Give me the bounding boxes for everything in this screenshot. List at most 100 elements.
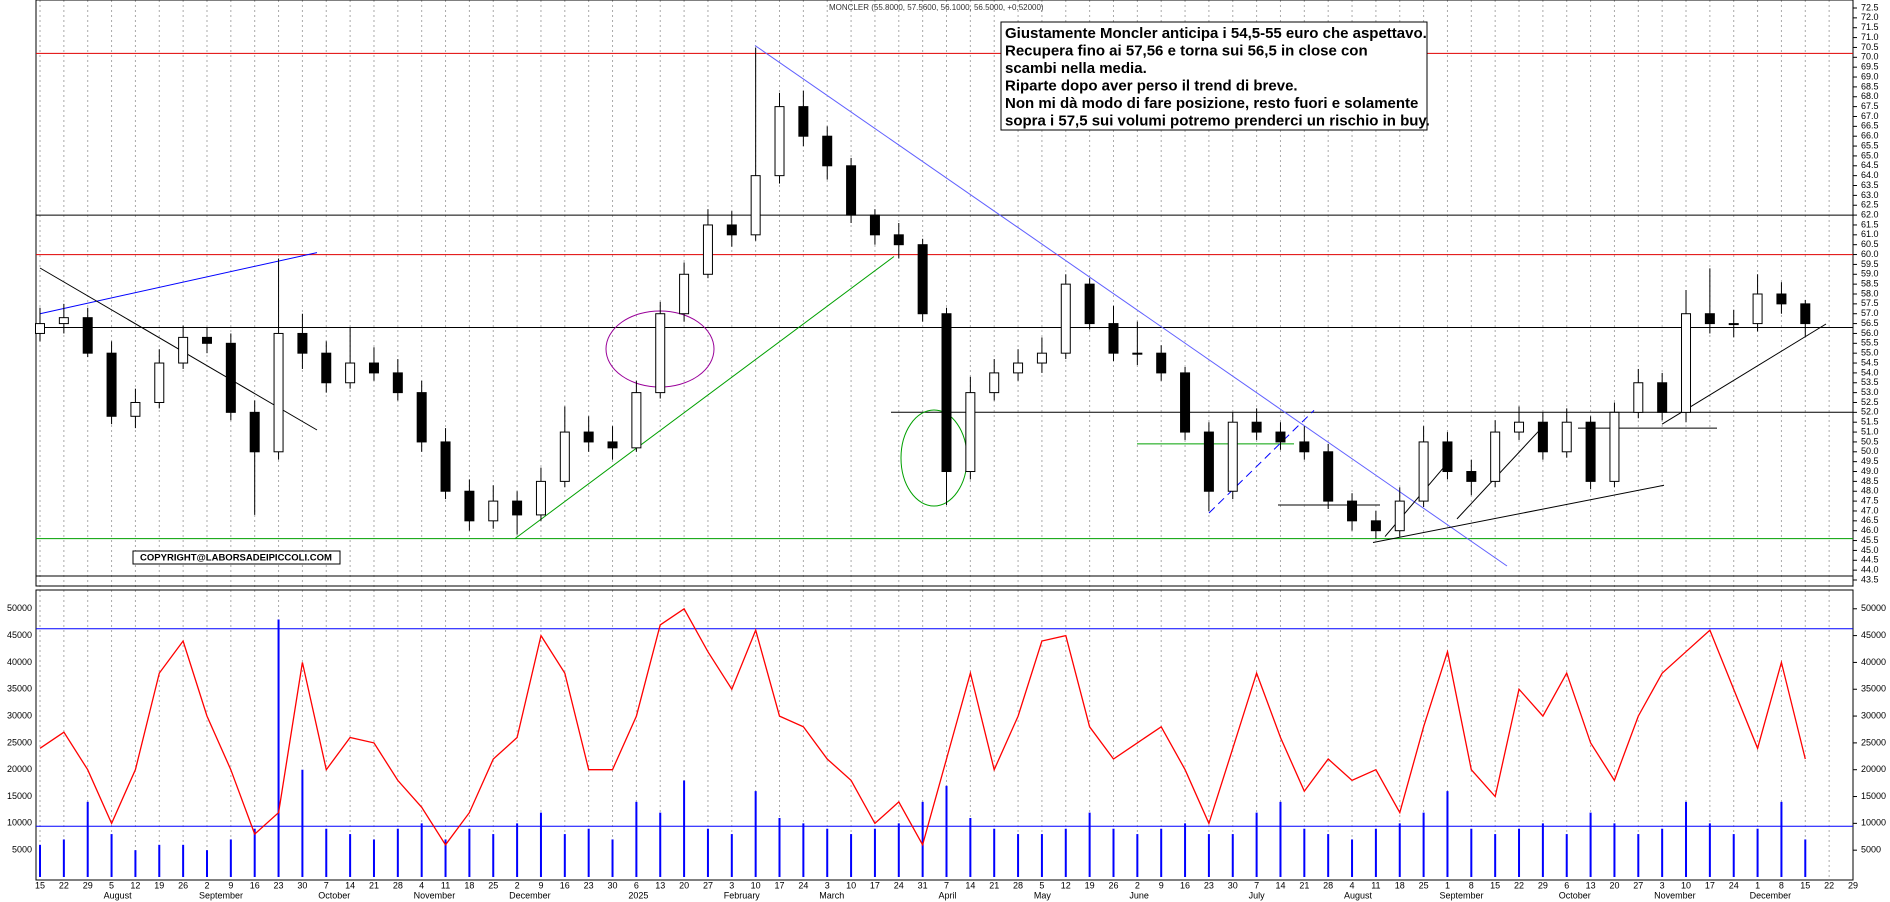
candle-body bbox=[82, 317, 93, 354]
annotation-line: Recupera fino ai 57,56 e torna sui 56,5 … bbox=[1005, 43, 1368, 60]
candle-body bbox=[1275, 431, 1286, 443]
trend-line bbox=[1456, 421, 1548, 520]
y-tick-label: 65.5 bbox=[1861, 140, 1879, 150]
month-label: October bbox=[318, 890, 350, 900]
y-tick-label: 10000 bbox=[7, 818, 32, 828]
y-tick-label: 70.0 bbox=[1861, 52, 1879, 62]
y-tick-label: 60.5 bbox=[1861, 239, 1879, 249]
y-tick-label: 5000 bbox=[12, 845, 32, 855]
candle-body bbox=[702, 224, 713, 275]
y-tick-label: 25000 bbox=[1861, 737, 1886, 747]
y-tick-label: 50.0 bbox=[1861, 446, 1879, 456]
candle-body bbox=[1132, 352, 1143, 355]
x-tick-label: 28 bbox=[1323, 880, 1333, 890]
candle-body bbox=[1108, 323, 1119, 354]
y-tick-label: 50000 bbox=[7, 603, 32, 613]
x-tick-label: 28 bbox=[1013, 880, 1023, 890]
candle-body bbox=[1418, 441, 1429, 502]
y-tick-label: 46.0 bbox=[1861, 525, 1879, 535]
x-tick-label: 11 bbox=[441, 880, 450, 890]
trend-line bbox=[39, 252, 318, 315]
y-tick-label: 62.0 bbox=[1861, 209, 1879, 219]
y-tick-label: 68.5 bbox=[1861, 81, 1879, 91]
y-tick-label: 54.0 bbox=[1861, 367, 1879, 377]
y-tick-label: 67.0 bbox=[1861, 111, 1879, 121]
annotation-line: scambi nella media. bbox=[1005, 60, 1147, 77]
y-tick-label: 57.5 bbox=[1861, 298, 1879, 308]
candle-body bbox=[1442, 441, 1453, 473]
y-tick-label: 71.5 bbox=[1861, 22, 1879, 32]
x-tick-label: 14 bbox=[345, 880, 355, 890]
x-tick-label: 22 bbox=[1514, 880, 1524, 890]
marks bbox=[35, 47, 1811, 877]
x-tick-label: 25 bbox=[488, 880, 498, 890]
x-tick-label: 20 bbox=[679, 880, 689, 890]
candle-body bbox=[893, 234, 904, 246]
y-tick-label: 50.5 bbox=[1861, 436, 1879, 446]
annotation-line: Giustamente Moncler anticipa i 54,5-55 e… bbox=[1005, 25, 1427, 42]
candle-body bbox=[1681, 313, 1692, 413]
y-tick-label: 25000 bbox=[7, 737, 32, 747]
x-tick-label: 17 bbox=[870, 880, 880, 890]
y-tick-label: 48.5 bbox=[1861, 476, 1879, 486]
candle-body bbox=[201, 336, 212, 344]
candle-body bbox=[1728, 323, 1739, 326]
candle-body bbox=[1633, 382, 1644, 413]
candle-body bbox=[297, 332, 308, 354]
month-label: July bbox=[1249, 890, 1266, 900]
candle-body bbox=[1657, 382, 1668, 413]
y-tick-label: 61.0 bbox=[1861, 229, 1879, 239]
annotation-line: sopra i 57,5 sui volumi potremo prenderc… bbox=[1005, 113, 1430, 130]
x-tick-label: 21 bbox=[369, 880, 379, 890]
watermark-box bbox=[132, 550, 341, 565]
x-tick-label: 26 bbox=[1108, 880, 1118, 890]
candle-body bbox=[392, 372, 403, 394]
candle-body bbox=[416, 392, 427, 443]
candle-body bbox=[1585, 421, 1596, 482]
y-tick-label: 59.0 bbox=[1861, 269, 1879, 279]
y-tick-label: 63.0 bbox=[1861, 190, 1879, 200]
month-label: June bbox=[1129, 890, 1149, 900]
candle-body bbox=[869, 214, 880, 236]
x-tick-label: 3 bbox=[1660, 880, 1665, 890]
y-tick-label: 48.0 bbox=[1861, 486, 1879, 496]
y-tick-label: 49.5 bbox=[1861, 456, 1879, 466]
y-tick-label: 20000 bbox=[1861, 764, 1886, 774]
candle-body bbox=[989, 372, 1000, 394]
y-tick-label: 61.5 bbox=[1861, 219, 1879, 229]
month-label: April bbox=[939, 890, 957, 900]
y-tick-label: 53.5 bbox=[1861, 377, 1879, 387]
month-label: November bbox=[414, 890, 456, 900]
x-tick-label: 24 bbox=[798, 880, 808, 890]
y-tick-label: 15000 bbox=[7, 791, 32, 801]
x-tick-label: 18 bbox=[1395, 880, 1405, 890]
x-tick-label: 28 bbox=[393, 880, 403, 890]
x-tick-label: 29 bbox=[83, 880, 93, 890]
y-tick-label: 45.0 bbox=[1861, 545, 1879, 555]
y-tick-label: 66.0 bbox=[1861, 131, 1879, 141]
x-tick-label: 19 bbox=[154, 880, 164, 890]
candle-body bbox=[321, 352, 332, 384]
y-tick-label: 49.0 bbox=[1861, 466, 1879, 476]
trend-line bbox=[754, 45, 1508, 567]
candle-body bbox=[1752, 293, 1763, 325]
candle-body bbox=[1490, 431, 1501, 482]
candle-body bbox=[1156, 352, 1167, 374]
x-tick-label: 15 bbox=[35, 880, 45, 890]
y-tick-label: 57.0 bbox=[1861, 308, 1879, 318]
y-tick-label: 5000 bbox=[1861, 845, 1881, 855]
trend-line bbox=[1208, 410, 1315, 514]
x-tick-label: 30 bbox=[297, 880, 307, 890]
x-tick-label: 30 bbox=[1228, 880, 1238, 890]
candle-body bbox=[1394, 500, 1405, 532]
y-tick-label: 71.0 bbox=[1861, 32, 1879, 42]
candle-body bbox=[583, 431, 594, 443]
x-tick-label: 19 bbox=[1085, 880, 1095, 890]
x-tick-label: 15 bbox=[1800, 880, 1810, 890]
x-tick-label: 30 bbox=[608, 880, 618, 890]
x-tick-label: 10 bbox=[1681, 880, 1691, 890]
x-tick-label: 7 bbox=[324, 880, 329, 890]
candle-body bbox=[822, 135, 833, 167]
x-tick-label: 14 bbox=[965, 880, 975, 890]
candle-body bbox=[1800, 303, 1811, 325]
